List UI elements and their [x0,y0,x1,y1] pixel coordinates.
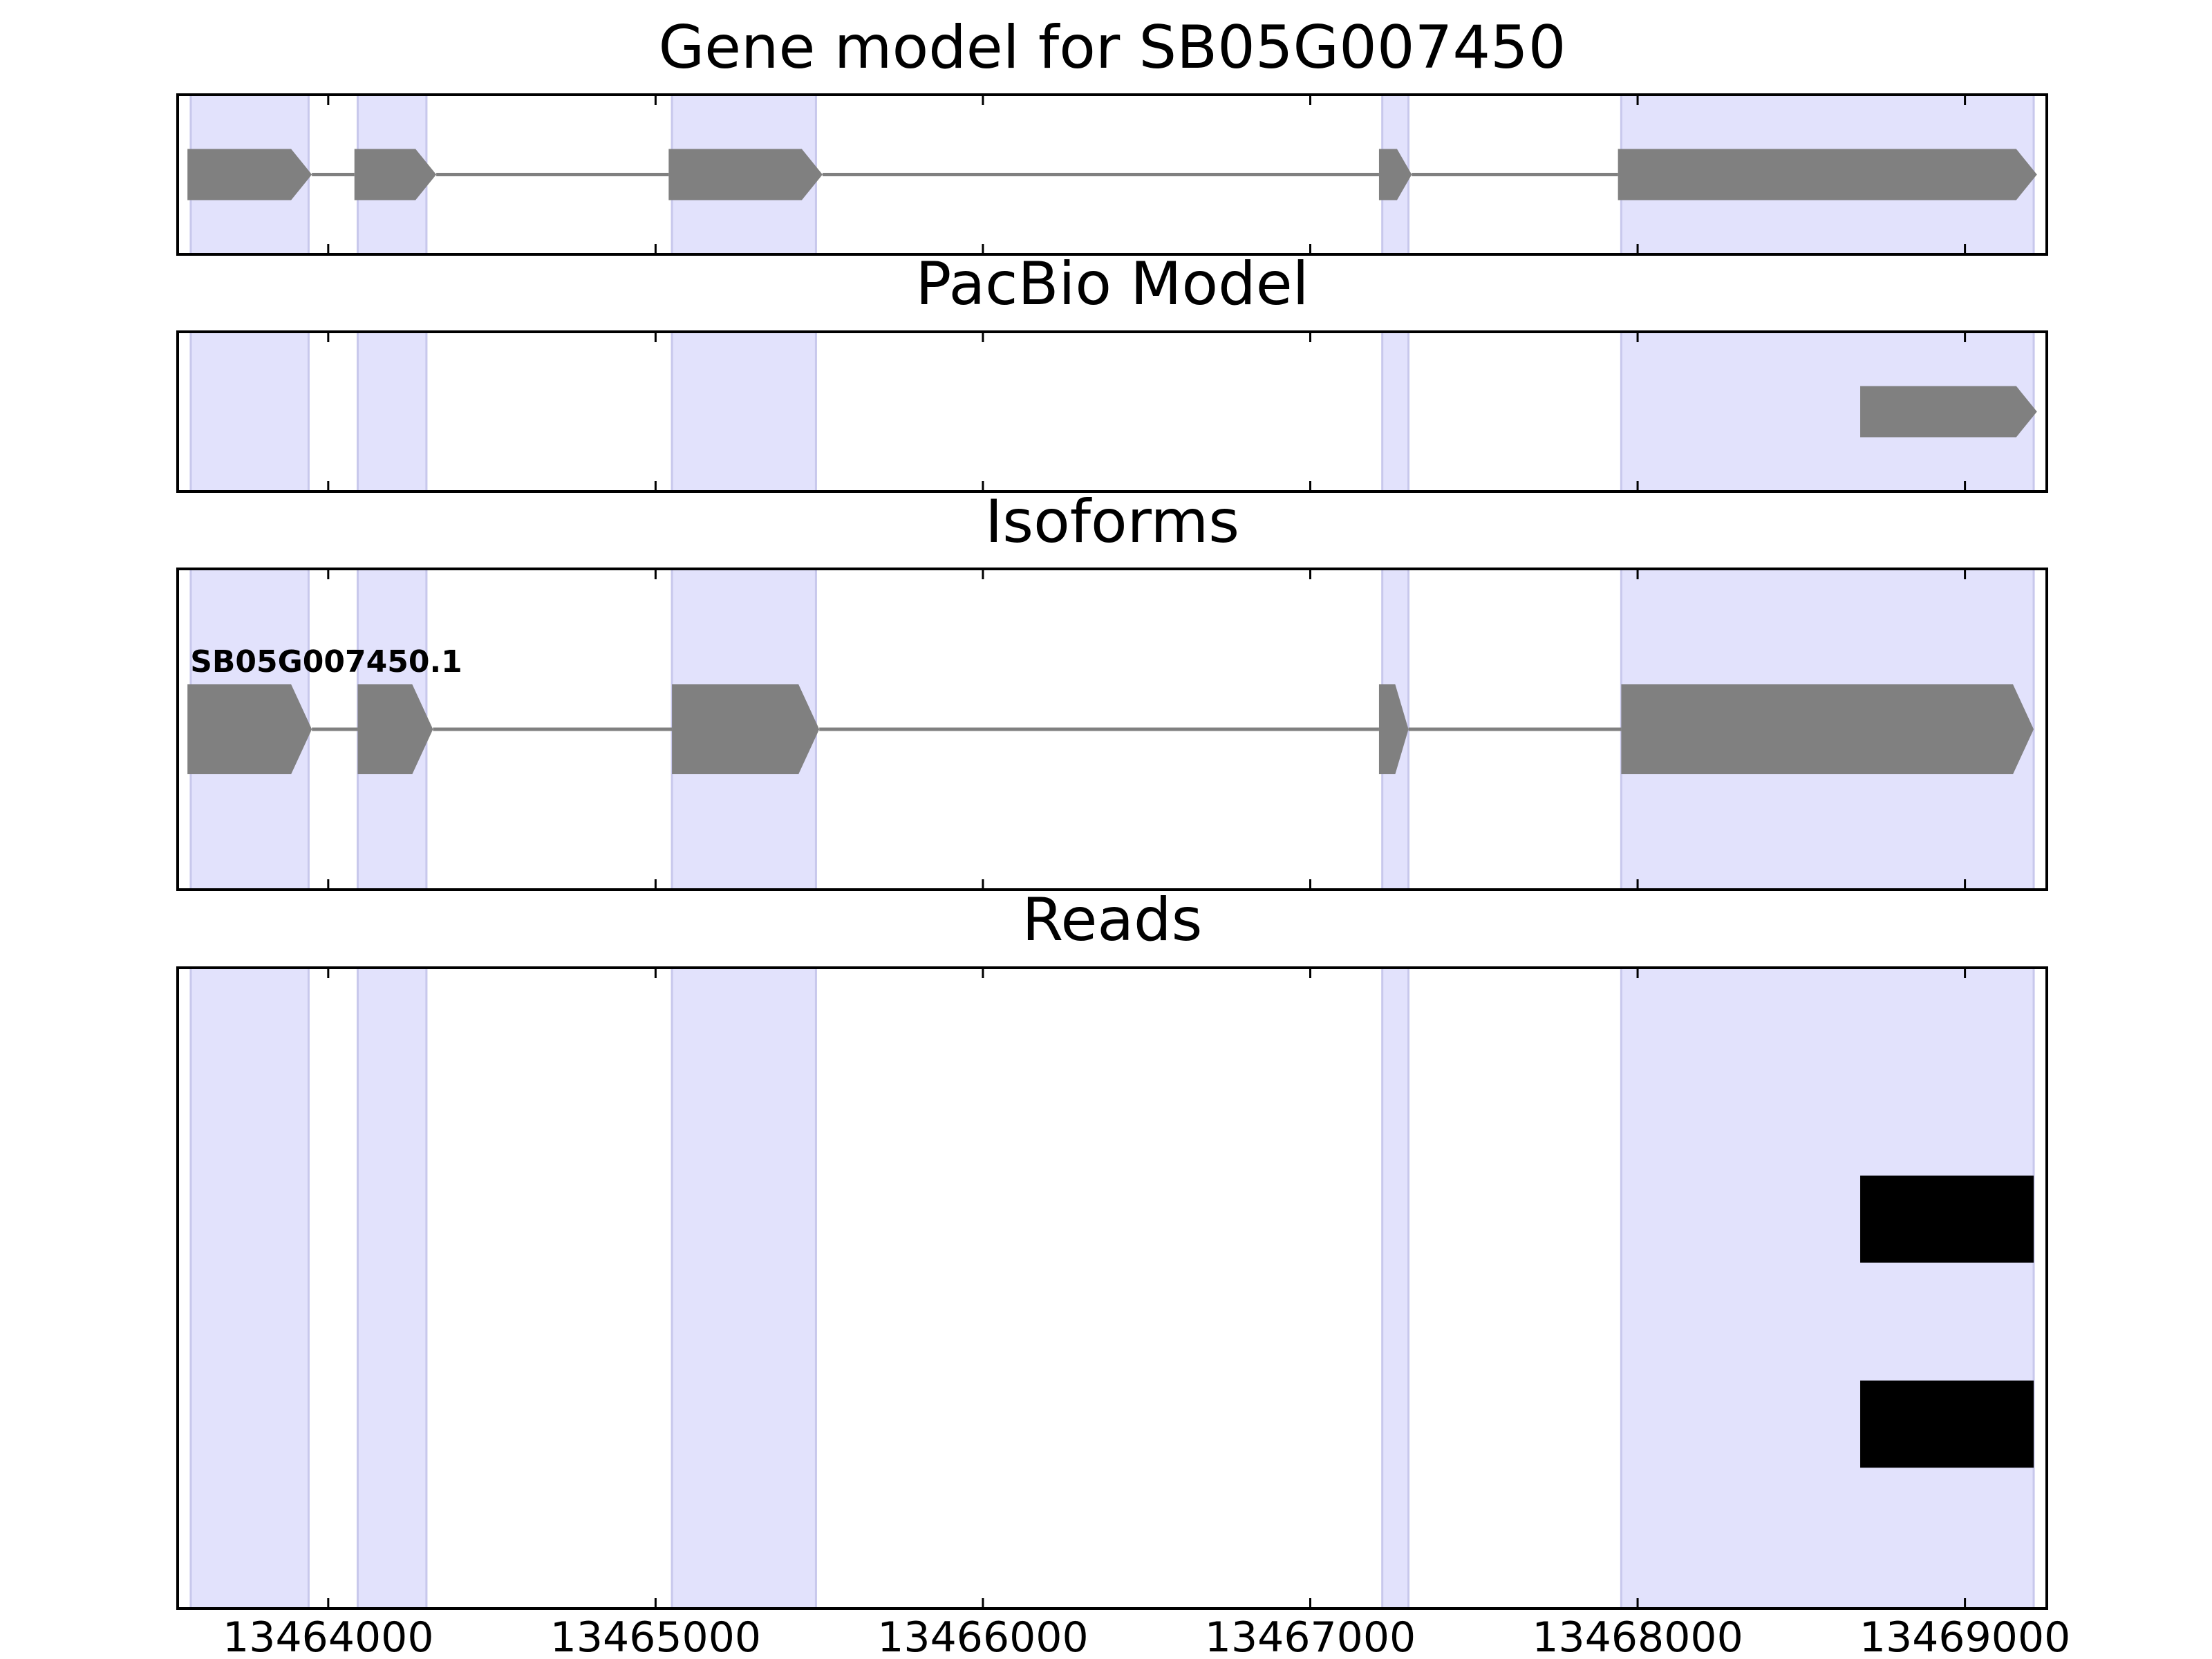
x-tick-label: 13467000 [1205,1613,1416,1659]
exon-shade-band [356,330,428,493]
exon-block [672,684,820,774]
panel-title: PacBio Model [915,250,1309,319]
reads-panel: Reads 13464000 13465000 13466000 13467000 134… [176,885,2070,1659]
axes-frame [176,966,2048,1610]
exon-block [357,684,433,774]
exon-shade-band [671,966,817,1610]
isoform-label: SB05G007450.1 [190,644,462,679]
exon-shade-band [671,330,817,493]
panel-title: Gene model for SB05G007450 [659,13,1566,82]
exon-block [1618,149,2037,200]
exon-shade-band [356,966,428,1610]
pacbio-model-panel: PacBio Model [176,250,2048,493]
exon-block [187,149,312,200]
x-tick-label: 13469000 [1859,1613,2070,1659]
axes-frame [176,93,2048,256]
exon-shade-band [1381,966,1410,1610]
exon-block [1621,684,2034,774]
gene-model-panel: Gene model for SB05G007450 [176,13,2048,256]
axes-frame [176,568,2048,891]
x-tick-label: 13465000 [550,1613,761,1659]
exon-shade-band [189,330,310,493]
exon-block [1860,386,2037,438]
exon-shade-band [1620,966,2035,1610]
exon-block [1378,149,1412,200]
read-bar [1860,1380,2034,1468]
exon-shade-band [1381,330,1410,493]
exon-block [354,149,437,200]
axes-frame [176,330,2048,493]
exon-block [187,684,312,774]
x-tick-label: 13468000 [1532,1613,1743,1659]
x-tick-label: 13464000 [223,1613,433,1659]
panel-title: Isoforms [985,487,1239,556]
panel-title: Reads [1022,885,1203,955]
exon-block [668,149,823,200]
exon-block [1378,684,1409,774]
read-bar [1860,1175,2034,1263]
x-tick-label: 13466000 [877,1613,1088,1659]
isoforms-panel: Isoforms SB05G007450.1 [176,487,2048,891]
exon-shade-band [189,966,310,1610]
